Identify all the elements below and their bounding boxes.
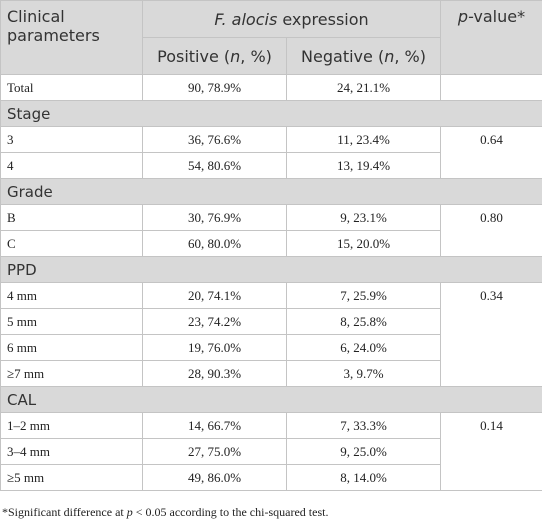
data-row: 3–4 mm 27, 75.0% 9, 25.0% <box>0 438 542 465</box>
cell: 3, 9.7% <box>285 360 442 387</box>
cell: 60, 80.0% <box>142 230 287 257</box>
header-cell: p-value* <box>440 0 542 75</box>
cell: 3 <box>0 126 143 153</box>
cell: 8, 25.8% <box>285 308 442 335</box>
header-cell: Clinical parameters <box>0 0 143 75</box>
cell: 1–2 mm <box>0 412 143 439</box>
data-row: 3 36, 76.6% 11, 23.4% 0.64 <box>0 126 542 179</box>
header-text: Positive ( <box>157 46 231 66</box>
data-row: ≥5 mm 49, 86.0% 8, 14.0% <box>0 464 542 491</box>
cell: CAL <box>0 386 542 413</box>
header-text: p <box>457 7 469 26</box>
header-text: Negative ( <box>301 46 385 66</box>
cell: 4 <box>0 152 143 179</box>
cell: 30, 76.9% <box>142 204 287 231</box>
cell: 9, 23.1% <box>285 204 442 231</box>
cell: 7, 33.3% <box>285 412 442 439</box>
cell: 8, 14.0% <box>285 464 442 491</box>
cell: 4 mm <box>0 282 143 309</box>
footnote-text: *Significant difference at <box>2 505 127 519</box>
cell: C <box>0 230 143 257</box>
section-row: PPD <box>0 256 542 283</box>
cell: 28, 90.3% <box>142 360 287 387</box>
cell: 15, 20.0% <box>285 230 442 257</box>
cell: 6 mm <box>0 334 143 361</box>
table: Clinical parameters F. alocis expression… <box>0 0 542 491</box>
header-text: -value* <box>468 7 526 26</box>
cell: 0.64 <box>440 126 542 179</box>
cell: 3–4 mm <box>0 438 143 465</box>
cell: 20, 74.1% <box>142 282 287 309</box>
cell: ≥5 mm <box>0 464 143 491</box>
cell: B <box>0 204 143 231</box>
cell: Total <box>0 74 143 101</box>
section-row: Stage <box>0 100 542 127</box>
data-row: 5 mm 23, 74.2% 8, 25.8% <box>0 308 542 335</box>
cell: 36, 76.6% <box>142 126 287 153</box>
header-text: n <box>384 46 395 66</box>
data-row: 1–2 mm 14, 66.7% 7, 33.3% 0.14 <box>0 412 542 491</box>
data-row: B 30, 76.9% 9, 23.1% 0.80 <box>0 204 542 257</box>
header-text: expression <box>277 9 369 29</box>
cell: 90, 78.9% <box>142 74 287 101</box>
section-row: CAL <box>0 386 542 413</box>
cell: 49, 86.0% <box>142 464 287 491</box>
cell: 6, 24.0% <box>285 334 442 361</box>
section-row: Grade <box>0 178 542 205</box>
data-row: 4 54, 80.6% 13, 19.4% <box>0 152 542 179</box>
header-cell: Positive (n, %) <box>142 37 287 75</box>
header-cell: Negative (n, %) <box>285 37 442 75</box>
data-row: 6 mm 19, 76.0% 6, 24.0% <box>0 334 542 361</box>
header-text: , %) <box>394 46 426 66</box>
footnote: *Significant difference at p < 0.05 acco… <box>2 505 542 520</box>
cell: 19, 76.0% <box>142 334 287 361</box>
data-row: 4 mm 20, 74.1% 7, 25.9% 0.34 <box>0 282 542 387</box>
cell: 0.34 <box>440 282 542 387</box>
cell: 54, 80.6% <box>142 152 287 179</box>
cell: 7, 25.9% <box>285 282 442 309</box>
cell: 27, 75.0% <box>142 438 287 465</box>
header-text: F. alocis <box>214 9 278 29</box>
cell: 5 mm <box>0 308 143 335</box>
cell: ≥7 mm <box>0 360 143 387</box>
cell: Stage <box>0 100 542 127</box>
cell: 23, 74.2% <box>142 308 287 335</box>
cell <box>440 74 542 101</box>
cell: 11, 23.4% <box>285 126 442 153</box>
cell: 9, 25.0% <box>285 438 442 465</box>
header-cell: F. alocis expression <box>141 0 442 38</box>
cell: 0.80 <box>440 204 542 257</box>
cell: 13, 19.4% <box>285 152 442 179</box>
cell: 24, 21.1% <box>285 74 442 101</box>
header-text: Clinical parameters <box>7 7 100 45</box>
header-text: n <box>230 46 241 66</box>
cell: 14, 66.7% <box>142 412 287 439</box>
header-text: , %) <box>240 46 272 66</box>
footnote-text: p <box>126 505 133 519</box>
table-body: Total 90, 78.9% 24, 21.1% Stage 3 36, 76.6… <box>0 74 542 491</box>
footnote-text: < 0.05 according to the chi-squared test… <box>132 505 329 519</box>
cell: PPD <box>0 256 542 283</box>
cell: 0.14 <box>440 412 542 491</box>
cell: Grade <box>0 178 542 205</box>
